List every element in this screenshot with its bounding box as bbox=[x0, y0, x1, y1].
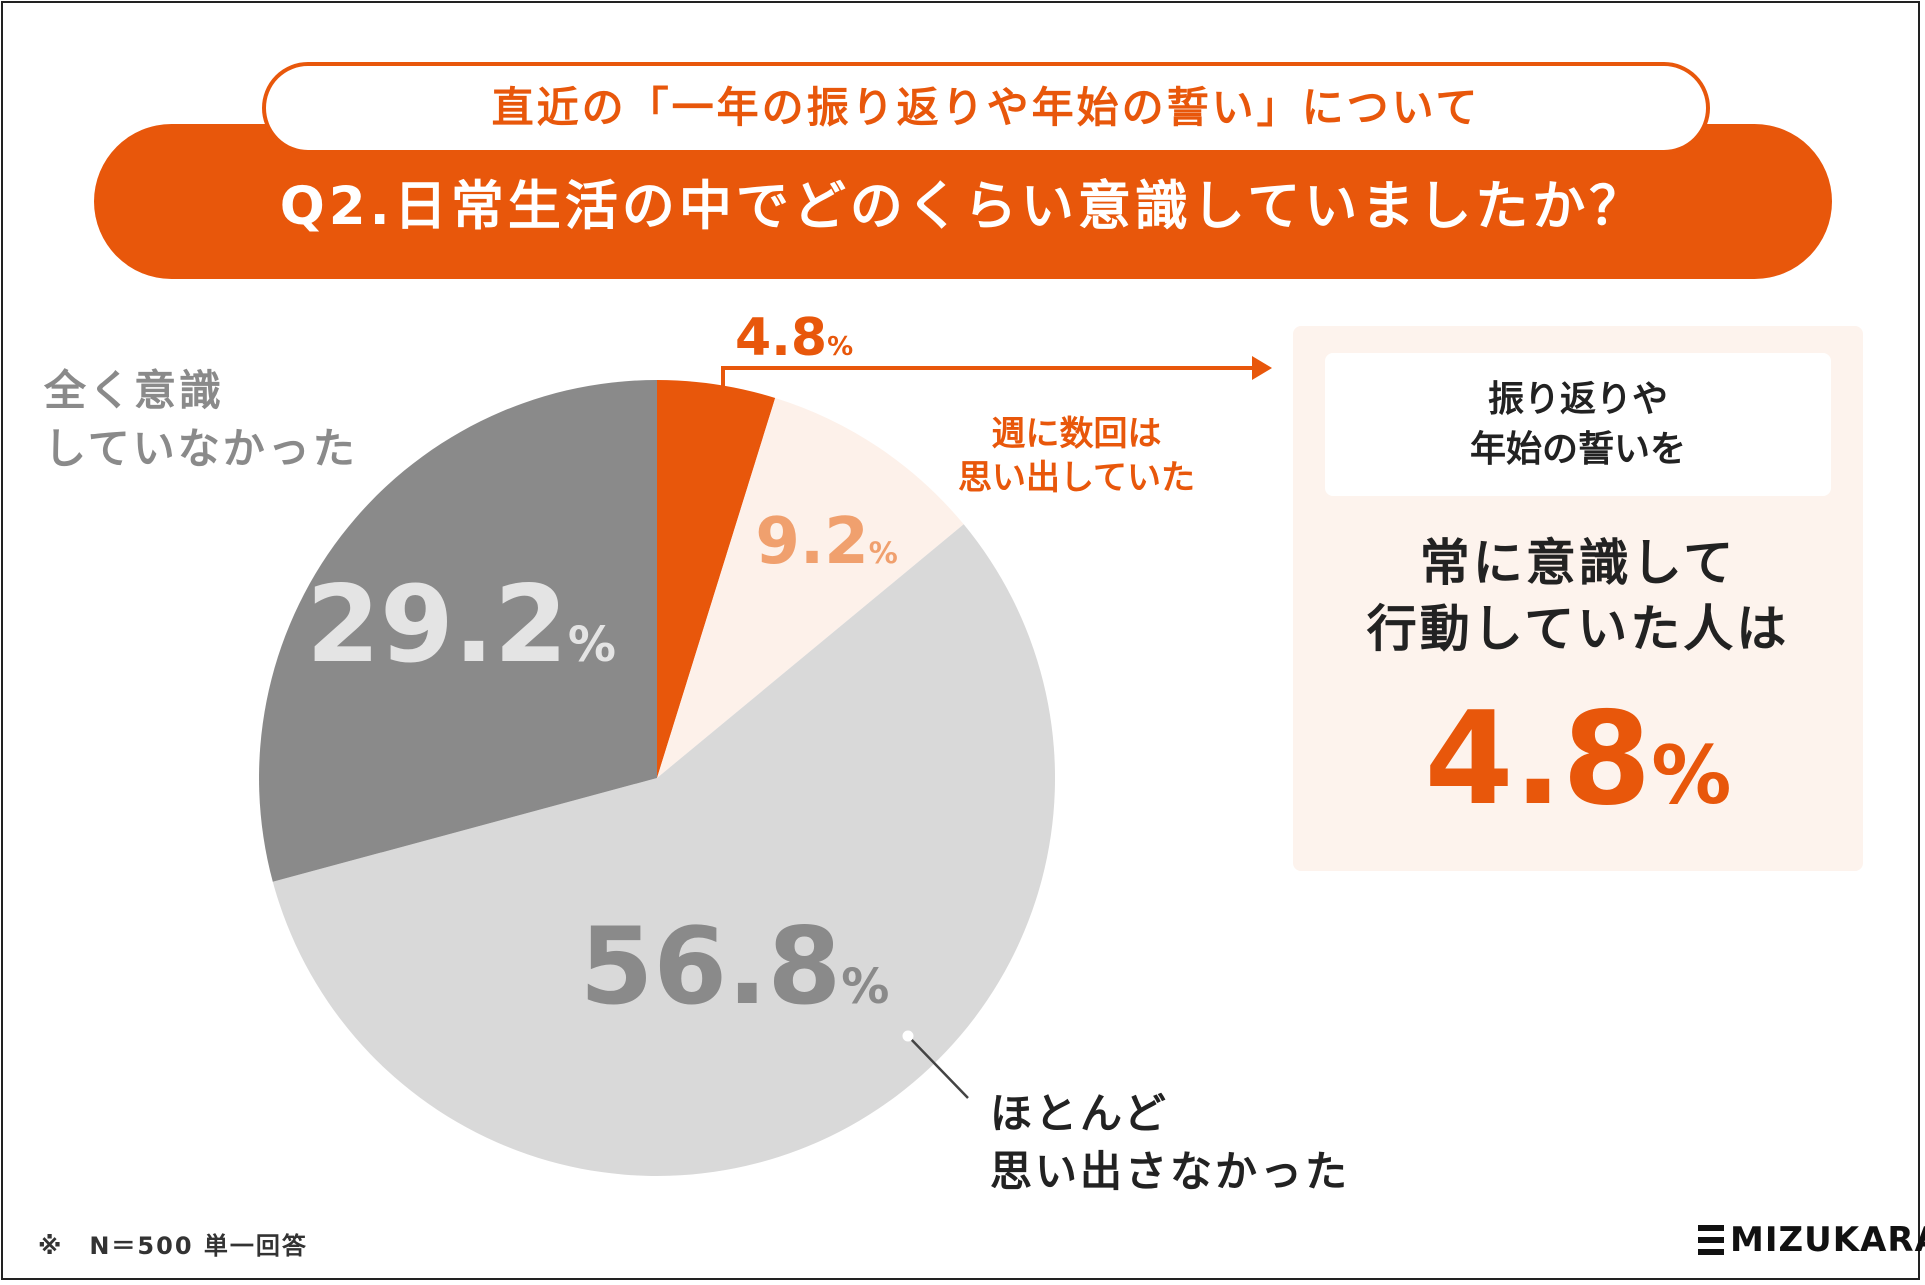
label-weekly: 週に数回は 思い出していた bbox=[958, 412, 1195, 500]
pie-slice-3 bbox=[259, 380, 657, 882]
data-label-3: 29.2% bbox=[306, 563, 616, 686]
pie-slice-2 bbox=[272, 524, 1056, 1176]
pie-slice-0 bbox=[657, 380, 776, 778]
data-label-1: 9.2% bbox=[755, 505, 897, 579]
label-none-line2: していなかった bbox=[44, 424, 358, 473]
pie-slice-1 bbox=[657, 398, 964, 778]
question-title: Q2.日常生活の中でどのくらい意識していましたか？ bbox=[279, 176, 1647, 237]
leader-dot bbox=[902, 1030, 914, 1042]
label-weekly-line2: 思い出していた bbox=[958, 458, 1195, 498]
footnote: ※ N＝500 単一回答 bbox=[38, 1232, 308, 1260]
panel-heading-line2: 年始の誓いを bbox=[1469, 429, 1686, 470]
label-rarely: ほとんど 思い出さなかった bbox=[990, 1085, 1350, 1201]
logo-text: MIZUKARA bbox=[1730, 1220, 1925, 1260]
panel-value-unit: % bbox=[1651, 729, 1732, 822]
subtitle-pill: 直近の「一年の振り返りや年始の誓い」について bbox=[262, 62, 1710, 154]
label-rarely-line1: ほとんど bbox=[990, 1089, 1169, 1138]
logo-mark-icon bbox=[1698, 1225, 1724, 1255]
arrow-right-icon bbox=[1252, 356, 1272, 380]
panel-value: 4.8% bbox=[1293, 690, 1863, 846]
panel-heading-line1: 振り返りや bbox=[1487, 379, 1668, 420]
brand-logo: MIZUKARA bbox=[1698, 1220, 1925, 1260]
panel-text: 常に意識して 行動していた人は bbox=[1293, 530, 1863, 662]
panel-text-line1: 常に意識して bbox=[1419, 534, 1737, 592]
label-rarely-line2: 思い出さなかった bbox=[990, 1147, 1351, 1196]
callout-line bbox=[721, 366, 1255, 388]
panel-heading: 振り返りや 年始の誓いを bbox=[1325, 353, 1831, 496]
data-label-2: 56.8% bbox=[580, 905, 890, 1028]
leader-line bbox=[907, 1035, 969, 1099]
label-none-line1: 全く意識 bbox=[44, 366, 225, 415]
label-weekly-line1: 週に数回は bbox=[991, 414, 1162, 454]
label-none: 全く意識 していなかった bbox=[44, 362, 358, 478]
panel-text-line2: 行動していた人は bbox=[1366, 600, 1790, 658]
data-label-0: 4.8% bbox=[735, 308, 853, 368]
panel-value-number: 4.8 bbox=[1424, 685, 1652, 834]
